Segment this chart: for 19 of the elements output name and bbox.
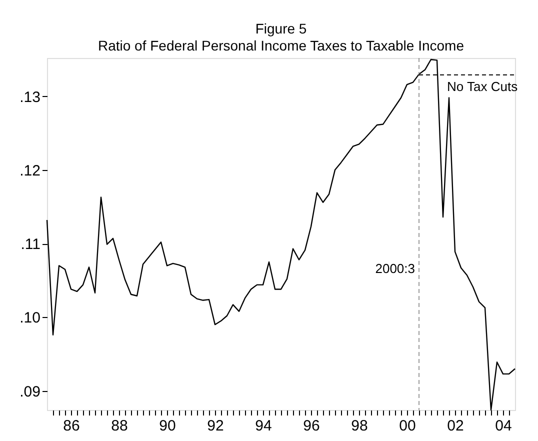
x-tick-label: 90 (159, 418, 176, 434)
chart-subtitle: Ratio of Federal Personal Income Taxes to Taxable Income (98, 38, 464, 54)
ref-line-label: No Tax Cuts (447, 78, 518, 94)
y-tick-label: .11 (20, 236, 40, 254)
x-tick-label: 86 (63, 418, 80, 434)
x-tick-label: 98 (351, 418, 368, 434)
x-tick-label: 04 (495, 418, 512, 434)
y-tick-label: .13 (20, 88, 40, 106)
x-tick-label: 02 (447, 418, 464, 434)
x-tick-label: 88 (111, 418, 128, 434)
x-tick-label: 00 (399, 418, 416, 434)
y-tick-label: .12 (20, 162, 40, 180)
ref-line-label: 2000:3 (375, 261, 415, 276)
x-tick-label: 94 (255, 418, 272, 434)
x-tick-label: 96 (303, 418, 320, 434)
y-tick-label: .10 (20, 310, 40, 327)
y-tick-label: .09 (20, 383, 40, 400)
chart-title: Figure 5 (255, 20, 307, 37)
x-tick-label: 92 (207, 418, 224, 434)
